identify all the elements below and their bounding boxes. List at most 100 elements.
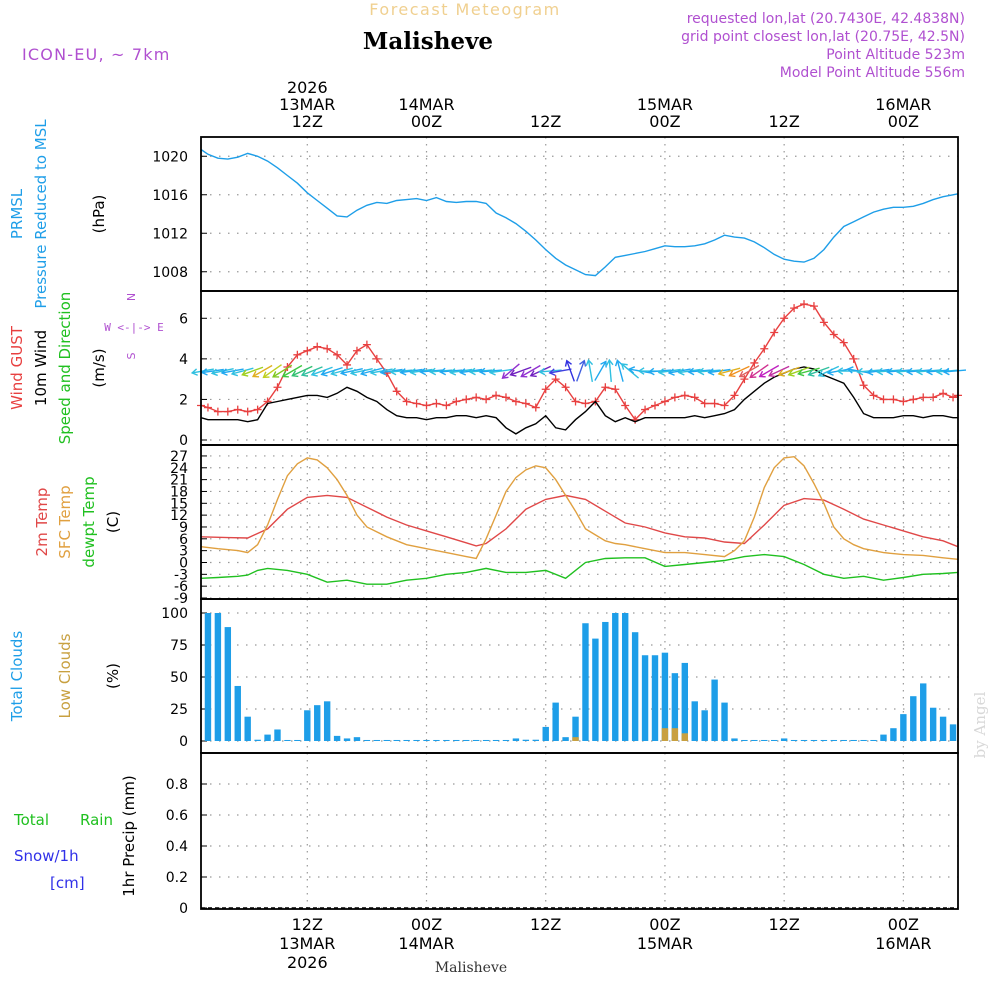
wind-arrow-head (478, 367, 486, 376)
gust-marker (551, 375, 560, 384)
panel-frame (200, 752, 959, 910)
wind-arrow-head (200, 368, 208, 376)
gust-marker (879, 395, 888, 404)
y-tick-label: 1012 (152, 226, 188, 242)
wind-arrow-head (291, 370, 299, 378)
total-cloud-bar (621, 613, 629, 741)
total-cloud-bar (661, 652, 669, 741)
wind-arrow-shaft (798, 367, 820, 375)
wind-arrow-head (758, 370, 766, 378)
total-cloud-bar (264, 734, 271, 741)
bottom-time-label: 00Z (411, 915, 442, 934)
wind-arrow (817, 365, 840, 378)
total-cloud-bar (880, 734, 887, 741)
unit-label: (hPa) (90, 195, 108, 234)
wind-arrow (330, 367, 353, 377)
total-cloud-bar (671, 673, 679, 741)
low-cloud-bar (661, 728, 669, 741)
wind-arrow-head (807, 369, 815, 377)
total-cloud-bar (800, 739, 808, 741)
sfc-temp-line (200, 455, 959, 560)
gust-marker (829, 330, 838, 339)
gust-marker (492, 391, 501, 400)
gust-marker (412, 399, 421, 408)
gust-marker (949, 393, 958, 402)
total-cloud-bar (472, 739, 480, 741)
total-cloud-bar (393, 739, 400, 741)
total-cloud-bar (234, 685, 241, 741)
wind-arrow-head (251, 370, 260, 378)
panel-label: 10m Wind (32, 330, 50, 406)
wind-arrow-shaft (361, 367, 383, 375)
grid-point-coords: grid point closest lon,lat (20.75E, 42.5… (681, 29, 965, 45)
wind-arrow-head (210, 368, 218, 377)
bottom-time-label: 12Z (292, 915, 323, 934)
wind-arrow-head (717, 368, 725, 377)
wind-panel: 0 2 4 6 Wind GUST 10m Wind Speed and Direction… (8, 291, 967, 449)
wind-arrow-head (777, 369, 785, 377)
total-cloud-bar (492, 739, 500, 741)
wind-arrow (564, 359, 575, 382)
wind-arrow-head (281, 370, 289, 378)
total-cloud-bar (890, 728, 897, 741)
gust-marker (333, 350, 342, 359)
total-cloud-bar (274, 729, 281, 741)
low-cloud-bar (671, 728, 679, 741)
gust-marker (541, 385, 550, 394)
gust-marker (919, 393, 928, 402)
wind-arrow (291, 365, 313, 378)
wind-arrow-head (339, 368, 348, 377)
gust-marker (651, 401, 660, 410)
wind-arrow (230, 367, 254, 377)
gust-marker (690, 393, 699, 402)
gust-marker (432, 399, 441, 408)
wind-arrow (594, 360, 607, 381)
footer-location: Malisheve (435, 960, 507, 976)
bottom-time-label: 00Z (888, 915, 919, 934)
wind-arrow-shaft (594, 361, 607, 381)
wind-arrow-shaft (502, 363, 520, 379)
gust-marker (243, 407, 252, 416)
top-time-label: 12Z (530, 112, 561, 131)
requested-coords: requested lon,lat (20.7430E, 42.4838N) (687, 11, 965, 27)
total-cloud-bar (363, 739, 371, 741)
total-cloud-bar (343, 738, 351, 741)
total-cloud-bar (284, 739, 291, 741)
wind-arrow-shaft (708, 368, 731, 374)
gust-marker (720, 401, 729, 410)
wind-arrow (728, 365, 750, 378)
wind-arrow-head (488, 368, 496, 376)
wind-arrow (620, 363, 640, 379)
wind-arrow-head (190, 368, 198, 376)
wind-arrow-head (579, 359, 587, 367)
wind-arrow (576, 359, 587, 382)
total-cloud-bar (383, 739, 390, 741)
wind-arrow-head (697, 367, 705, 376)
wind-arrow-shaft (351, 368, 373, 375)
wind-arrow (657, 368, 681, 376)
total-cloud-bar (810, 739, 818, 741)
wind-arrow-shaft (292, 365, 313, 377)
panel-frame (200, 136, 959, 292)
wind-arrow-head (449, 368, 457, 376)
wind-arrow-head (876, 367, 884, 376)
gust-marker (392, 387, 401, 396)
wind-arrow-shaft (788, 366, 810, 376)
total-cloud-bar (204, 613, 212, 741)
y-tick-label: 6 (179, 532, 188, 548)
wind-arrow-shaft (341, 368, 363, 375)
wind-arrow-shaft (263, 364, 282, 378)
total-cloud-bar (840, 739, 847, 741)
wind-arrow (749, 364, 769, 379)
total-cloud-bar (314, 705, 321, 741)
gust-marker (939, 389, 948, 398)
wind-arrow-head (520, 370, 528, 378)
gust-marker (800, 300, 809, 309)
gust-marker (790, 304, 799, 313)
wind-arrow (548, 368, 572, 376)
wind-arrow (320, 366, 343, 377)
wind-arrow (339, 368, 363, 377)
subtitle: Forecast Meteogram (369, 0, 560, 19)
total-cloud-bar (860, 739, 867, 741)
